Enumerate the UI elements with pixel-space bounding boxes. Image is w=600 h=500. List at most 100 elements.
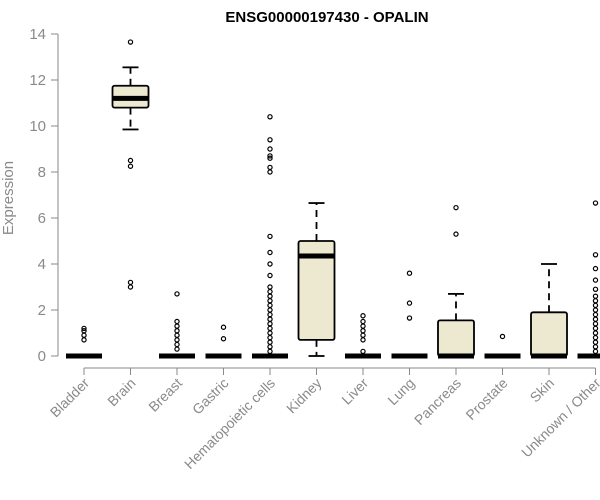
outlier-point: [267, 339, 273, 345]
outlier-point: [592, 339, 599, 345]
outlier-point: [127, 157, 134, 164]
outlier-point: [81, 325, 87, 332]
x-tick-label: Lung: [384, 375, 417, 408]
outlier-point: [267, 307, 273, 313]
outlier-point: [127, 284, 134, 290]
y-tick-label: 10: [29, 118, 46, 135]
chart-title: ENSG00000197430 - OPALIN: [225, 9, 428, 26]
outlier-point: [267, 321, 273, 327]
outlier-point: [360, 332, 366, 338]
box-group-9: [437, 204, 475, 359]
x-tick-label: Pancreas: [411, 375, 464, 428]
outlier-point: [174, 332, 180, 338]
outlier-point: [360, 328, 366, 334]
outlier-point: [453, 231, 459, 237]
x-tick-label: Brain: [104, 375, 138, 409]
outlier-point: [406, 270, 413, 276]
box-group-11: [530, 263, 568, 359]
outlier-point: [267, 169, 273, 175]
y-tick-label: 0: [38, 348, 46, 365]
box-iqr: [530, 311, 568, 357]
outlier-point: [267, 334, 273, 341]
outlier-point: [220, 336, 227, 342]
outlier-point: [267, 284, 273, 290]
outlier-point: [406, 300, 413, 306]
outlier-point: [267, 344, 273, 350]
outlier-point: [592, 311, 599, 318]
outlier-point: [267, 137, 273, 143]
x-tick-label: Hematopoietic cells: [181, 375, 278, 472]
outlier-point: [592, 334, 599, 341]
outlier-point: [267, 316, 273, 322]
outlier-point: [592, 307, 599, 313]
box-group-7: [345, 313, 381, 359]
outlier-point: [267, 249, 273, 256]
outlier-point: [453, 204, 459, 211]
x-tick-label: Bladder: [47, 375, 93, 421]
outlier-point: [81, 328, 87, 334]
outlier-point: [592, 325, 599, 332]
box-group-2: [111, 39, 150, 290]
x-tick-label: Kidney: [283, 375, 325, 417]
outlier-point: [592, 265, 599, 272]
outlier-point: [174, 337, 180, 343]
outlier-point: [267, 330, 273, 336]
plot-area: [66, 39, 600, 359]
outlier-point: [267, 261, 273, 267]
outlier-point: [592, 286, 599, 292]
box-group-5: [252, 114, 288, 359]
outlier-point: [360, 337, 366, 343]
outlier-point: [174, 323, 180, 329]
outlier-point: [267, 302, 273, 309]
outlier-point: [267, 298, 273, 304]
outlier-point: [267, 164, 273, 171]
outlier-point: [267, 348, 273, 355]
y-tick-label: 6: [38, 210, 46, 227]
outlier-point: [174, 318, 180, 325]
outlier-point: [592, 321, 599, 327]
outlier-point: [174, 328, 180, 334]
outlier-point: [267, 293, 273, 299]
x-tick-label: Gastric: [189, 375, 232, 418]
outlier-point: [127, 163, 134, 169]
box-group-12: [577, 200, 600, 359]
outlier-point: [127, 279, 134, 286]
outlier-point: [127, 39, 134, 45]
outlier-point: [267, 288, 273, 295]
box-group-3: [159, 291, 195, 359]
outlier-point: [592, 252, 599, 258]
outlier-point: [267, 146, 273, 152]
outlier-point: [360, 348, 366, 355]
x-tick-label: Prostate: [462, 375, 510, 423]
y-axis: 0 2 4 6 8 10 12 14: [29, 26, 59, 365]
box-group-10: [484, 333, 521, 359]
outlier-point: [406, 315, 413, 321]
outlier-point: [267, 114, 273, 120]
outlier-point: [174, 346, 180, 352]
outlier-point: [267, 272, 273, 279]
box-group-6: [297, 202, 336, 357]
outlier-point: [267, 233, 273, 240]
outlier-point: [592, 200, 599, 206]
outlier-point: [360, 318, 366, 325]
x-tick-label: Liver: [338, 375, 371, 408]
outlier-point: [267, 155, 273, 161]
x-tick-label: Breast: [145, 375, 185, 415]
outlier-point: [174, 341, 180, 348]
x-tick-label: Skin: [527, 375, 558, 406]
outlier-point: [360, 323, 366, 329]
box-group-1: [66, 325, 102, 359]
outlier-point: [267, 325, 273, 332]
outlier-point: [592, 344, 599, 350]
box-group-8: [391, 270, 428, 359]
box-group-4: [205, 324, 242, 359]
outlier-point: [267, 311, 273, 318]
outlier-point: [592, 302, 599, 309]
y-tick-label: 8: [38, 164, 46, 181]
box-iqr: [437, 319, 475, 357]
outlier-point: [220, 324, 227, 330]
outlier-point: [267, 153, 273, 159]
outlier-point: [360, 313, 366, 319]
